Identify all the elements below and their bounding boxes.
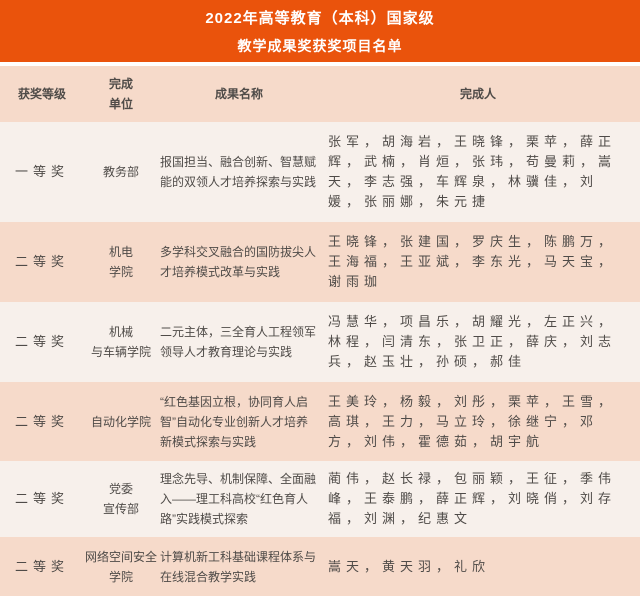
title-banner: 2022年高等教育（本科）国家级 教学成果奖获奖项目名单: [0, 0, 640, 62]
achievement-cell: 理念先导、机制保障、全面融入——理工科高校“红色育人路”实践模式探索: [160, 472, 317, 526]
achievement-cell: 多学科交叉融合的国防拔尖人才培养模式改革与实践: [160, 245, 317, 279]
unit-cell: 教务部: [102, 165, 139, 179]
award-level-cell: 二等奖: [14, 558, 69, 574]
header-completers: 完成人: [459, 87, 496, 101]
awards-table: 获奖等级 完成 单位 成果名称 完成人 一等奖 教务部 报国担当、融合创新、智慧…: [0, 66, 640, 596]
achievement-cell: 二元主体，三全育人工程领军领导人才教育理论与实践: [160, 325, 317, 359]
unit-cell: 机械 与车辆学院: [90, 325, 151, 359]
unit-cell: 机电 学院: [108, 245, 133, 279]
award-level-cell: 二等奖: [14, 491, 69, 506]
unit-cell: 自动化学院: [90, 414, 151, 429]
unit-cell: 网络空间安全 学院: [84, 549, 157, 584]
people-cell: 张军，胡海岩，王晓锋，栗苹，薛正辉，武楠，肖烜，张玮，苟曼莉，嵩天，李志强，车辉…: [328, 134, 617, 209]
table-row: 二等奖 自动化学院 “红色基因立根，协同育人启智”自动化专业创新人才培养新模式探…: [0, 382, 640, 461]
award-level-cell: 一等奖: [14, 164, 69, 179]
people-cell: 王美玲，杨毅，刘彤，栗苹，王雪，高琪，王力，马立玲，徐继宁，邓方，刘伟，霍德茹，…: [328, 393, 617, 449]
banner-table-divider: [0, 62, 640, 66]
banner-title-line2: 教学成果奖获奖项目名单: [237, 37, 403, 54]
people-cell: 王晓锋，张建国，罗庆生，陈鹏万，王海福，王亚斌，李东光，马天宝，谢雨珈: [328, 234, 617, 289]
award-level-cell: 二等奖: [14, 413, 69, 429]
award-level-cell: 二等奖: [14, 334, 69, 349]
table-row: 二等奖 党委 宣传部 理念先导、机制保障、全面融入——理工科高校“红色育人路”实…: [0, 461, 640, 537]
table-row: 一等奖 教务部 报国担当、融合创新、智慧赋能的双领人才培养探索与实践 张军，胡海…: [0, 122, 640, 222]
header-award-level: 获奖等级: [17, 87, 66, 101]
table-row: 二等奖 网络空间安全 学院 计算机新工科基础课程体系与在线混合教学实践 嵩天，黄…: [0, 537, 640, 596]
people-cell: 嵩天，黄天羽，礼欣: [328, 558, 491, 574]
table-row: 二等奖 机电 学院 多学科交叉融合的国防拔尖人才培养模式改革与实践 王晓锋，张建…: [0, 222, 640, 302]
award-level-cell: 二等奖: [14, 254, 69, 269]
table-header-row: 获奖等级 完成 单位 成果名称 完成人: [0, 66, 640, 122]
header-completing-unit: 完成 单位: [108, 77, 133, 111]
achievement-cell: 报国担当、融合创新、智慧赋能的双领人才培养探索与实践: [160, 155, 317, 189]
people-cell: 蔺伟，赵长禄，包丽颖，王征，季伟峰，王泰鹏，薛正辉，刘晓俏，刘存福，刘渊，纪惠文: [328, 471, 617, 526]
unit-cell: 党委 宣传部: [102, 482, 139, 516]
header-achievement-name: 成果名称: [214, 87, 263, 101]
table-row: 二等奖 机械 与车辆学院 二元主体，三全育人工程领军领导人才教育理论与实践 冯慧…: [0, 302, 640, 382]
achievement-cell: “红色基因立根，协同育人启智”自动化专业创新人才培养新模式探索与实践: [160, 394, 308, 449]
people-cell: 冯慧华，项昌乐，胡耀光，左正兴，林程，闫清东，张卫正，薛庆，刘志兵，赵玉壮，孙硕…: [328, 314, 617, 369]
banner-title-line1: 2022年高等教育（本科）国家级: [205, 9, 435, 27]
achievement-cell: 计算机新工科基础课程体系与在线混合教学实践: [160, 549, 317, 584]
